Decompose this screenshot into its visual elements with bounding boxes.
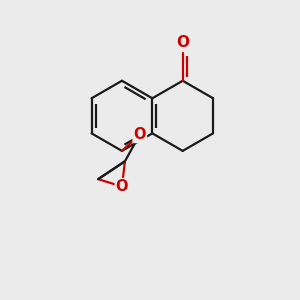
Text: O: O bbox=[116, 179, 128, 194]
Text: O: O bbox=[134, 127, 146, 142]
Text: O: O bbox=[176, 35, 189, 50]
